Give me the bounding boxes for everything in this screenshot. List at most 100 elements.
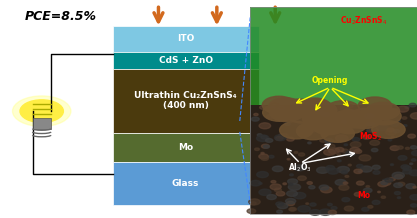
Circle shape [259,183,262,184]
Circle shape [310,110,322,116]
Circle shape [302,110,336,127]
Circle shape [348,111,381,129]
Text: ITO: ITO [177,34,194,43]
Circle shape [327,144,335,148]
Circle shape [366,102,399,120]
Circle shape [348,164,351,166]
Circle shape [274,188,281,192]
Circle shape [354,192,362,196]
Circle shape [275,102,308,119]
Circle shape [383,179,387,182]
Circle shape [362,135,370,139]
Circle shape [312,119,320,124]
FancyBboxPatch shape [113,52,259,69]
Circle shape [345,175,349,177]
Circle shape [304,110,309,112]
Circle shape [370,140,379,145]
Circle shape [298,206,310,212]
Circle shape [320,138,327,142]
Circle shape [326,112,337,118]
Circle shape [262,96,296,114]
Circle shape [384,119,389,121]
Circle shape [276,191,285,196]
Circle shape [289,208,296,211]
Circle shape [276,105,283,109]
Circle shape [336,135,348,141]
Circle shape [369,128,378,132]
Circle shape [344,206,354,211]
Bar [250,7,417,214]
Circle shape [274,135,286,141]
Circle shape [251,117,259,121]
Circle shape [257,172,269,178]
Circle shape [381,196,386,198]
Circle shape [283,183,286,185]
Circle shape [285,112,295,117]
Circle shape [299,100,333,117]
Circle shape [289,168,294,170]
Circle shape [276,210,282,213]
FancyBboxPatch shape [113,26,259,52]
Circle shape [359,155,371,161]
Circle shape [304,111,307,113]
Circle shape [357,164,363,168]
Circle shape [304,109,313,114]
Circle shape [352,110,354,111]
Circle shape [368,206,373,208]
Circle shape [392,136,394,138]
Circle shape [266,138,273,142]
Circle shape [404,125,407,126]
Circle shape [321,187,332,193]
Circle shape [328,210,337,215]
Circle shape [396,120,400,122]
Circle shape [408,134,415,138]
Circle shape [405,147,409,150]
Circle shape [372,148,378,152]
Circle shape [326,165,334,170]
Circle shape [299,153,305,156]
Circle shape [269,106,275,109]
Circle shape [263,104,296,121]
Circle shape [386,129,397,135]
Circle shape [394,175,403,179]
Circle shape [271,103,279,107]
Text: Cu$_2$ZnSnS$_4$: Cu$_2$ZnSnS$_4$ [340,15,387,27]
Circle shape [267,195,276,199]
Circle shape [250,180,261,186]
Circle shape [337,124,343,127]
Circle shape [307,182,312,184]
FancyBboxPatch shape [113,133,259,162]
Circle shape [398,182,405,186]
Circle shape [413,186,416,188]
Bar [250,105,417,214]
Text: PCE=8.5%: PCE=8.5% [25,10,97,23]
Circle shape [390,108,397,112]
Circle shape [319,185,329,190]
Circle shape [391,123,398,126]
Circle shape [331,206,337,209]
Circle shape [385,178,393,182]
Circle shape [338,111,371,128]
Bar [250,7,417,105]
Circle shape [321,125,354,142]
Circle shape [329,118,339,123]
Circle shape [343,182,348,184]
Circle shape [397,146,403,149]
Circle shape [269,98,302,115]
Circle shape [360,166,372,172]
Circle shape [298,176,306,181]
Circle shape [394,129,400,133]
Circle shape [406,184,416,189]
Circle shape [410,146,417,149]
FancyBboxPatch shape [33,118,51,129]
Circle shape [261,157,269,160]
Circle shape [337,160,341,162]
Circle shape [354,150,362,153]
Circle shape [363,195,366,197]
Circle shape [269,155,274,158]
Circle shape [336,148,344,152]
Circle shape [309,115,343,132]
Circle shape [372,165,380,169]
Circle shape [387,128,394,132]
Circle shape [368,107,401,125]
